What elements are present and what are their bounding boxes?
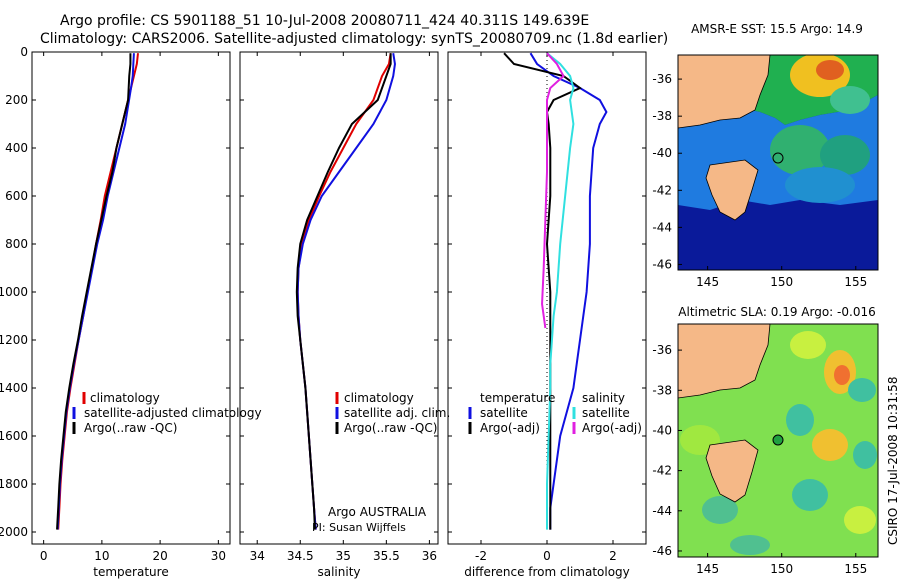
temperature-legend-argo: Argo(..raw -QC) [84,421,177,435]
title-line-2: Climatology: CARS2006. Satellite-adjuste… [40,31,668,47]
salinity-xlabel: salinity [317,565,360,579]
side-timestamp: CSIRO 17-Jul-2008 10:31:58 [886,377,900,545]
sla_map-xtick-label: 150 [770,562,793,576]
sst_map-xtick-label: 145 [696,275,719,289]
temperature-legend-satellite: satellite-adjusted climatology [84,406,262,420]
difference-xtick-label: 2 [609,549,617,563]
sla_map-xtick-label: 155 [844,562,867,576]
sla-map [678,324,878,557]
temperature-legend-climatology: climatology [90,391,160,405]
difference-legend: temperature satellite Argo(-adj) salinit… [468,391,642,435]
temperature-xlabel: temperature [93,565,168,579]
sst_map-xtick-label: 150 [770,275,793,289]
sla_map-ytick-label: -40 [652,423,672,437]
sla_map-ytick-label: -36 [652,343,672,357]
temperature-ytick-label: 2000 [0,525,28,539]
salinity-xtick-label: 36 [422,549,437,563]
sst-map-axes: 145 150 155 -36 -38 -40 -42 -44 -46 [652,72,867,289]
temperature-xtick-label: 30 [211,549,226,563]
temperature-xtick-label: 20 [152,549,167,563]
sst_map-ytick-label: -40 [652,146,672,160]
temperature-ytick-label: 400 [5,141,28,155]
sst_map-ytick-label: -38 [652,109,672,123]
difference-series-temperature-satellite [529,52,608,530]
temperature-xtick-label: 0 [40,549,48,563]
temperature-ytick-label: 1800 [0,477,28,491]
difference-legend-temp-argo: Argo(-adj) [480,421,540,435]
sst_map-ytick-label: -44 [652,220,672,234]
salinity-series-argo-raw-qc- [295,53,392,530]
difference-legend-sal-satellite: satellite [582,406,630,420]
sla_map-ytick-label: -44 [652,504,672,518]
salinity-xtick-label: 35 [336,549,351,563]
temperature-ytick-label: 600 [5,189,28,203]
temperature-ytick-label: 1600 [0,429,28,443]
salinity-xtick-label: 35.5 [373,549,400,563]
difference-xlabel: difference from climatology [464,565,630,579]
difference-series-temperature-argo-adj- [503,52,582,530]
salinity-legend-argo: Argo(..raw -QC) [344,421,437,435]
temperature-legend: climatology satellite-adjusted climatolo… [72,391,262,435]
annotation-line-1: Argo AUSTRALIA [328,505,427,519]
sst_map-ytick-label: -46 [652,257,672,271]
title-line-1: Argo profile: CS 5901188_51 10-Jul-2008 … [60,13,589,29]
salinity-legend-climatology: climatology [344,391,414,405]
difference-legend-temperature-title: temperature [480,391,555,405]
difference-legend-salinity-title: salinity [582,391,625,405]
salinity-legend-satellite: satellite adj. clim. [344,406,450,420]
temperature-ytick-label: 1200 [0,333,28,347]
sla-map-frame [677,323,879,558]
salinity-legend: climatology satellite adj. clim. Argo(..… [335,391,450,435]
temperature-ytick-label: 200 [5,93,28,107]
sla_map-ytick-label: -46 [652,544,672,558]
salinity-xtick-label: 34 [250,549,265,563]
salinity-series-satellite-adj-clim- [296,53,396,530]
sla_map-xtick-label: 145 [696,562,719,576]
temperature-ytick-label: 0 [20,45,28,59]
temperature-ytick-label: 1400 [0,381,28,395]
difference-series-salinity-satellite [546,52,575,530]
sst_map-xtick-label: 155 [844,275,867,289]
temperature-xtick-label: 10 [94,549,109,563]
temperature-ytick-label: 1000 [0,285,28,299]
sst_map-ytick-label: -42 [652,183,672,197]
difference-series-salinity-argo-adj- [541,52,565,329]
sst_map-ytick-label: -36 [652,72,672,86]
temperature-ytick-label: 800 [5,237,28,251]
sst-map-title: AMSR-E SST: 15.5 Argo: 14.9 [691,22,863,36]
difference-legend-sal-argo: Argo(-adj) [582,421,642,435]
temperature-series-argo-raw-qc- [56,53,132,530]
sla-map-title: Altimetric SLA: 0.19 Argo: -0.016 [678,305,875,319]
sla-map-axes: 145 150 155 -36 -38 -40 -42 -44 -46 [652,343,867,576]
sst-map-frame [677,54,879,271]
salinity-plot-frame [239,51,439,545]
salinity-series-climatology [296,53,392,530]
salinity-xtick-label: 34.5 [287,549,314,563]
temperature-plot-frame [31,51,231,545]
sla_map-ytick-label: -42 [652,464,672,478]
annotation-line-2: PI: Susan Wijffels [312,521,406,534]
salinity-panel: 34 34.5 35 35.5 36 [240,51,438,563]
difference-panel: -2 0 2 [448,51,646,563]
sla_map-ytick-label: -38 [652,383,672,397]
temperature-panel: 0 10 20 30 0 200 400 600 800 1000 1200 1400 1600 1800… [0,45,230,563]
difference-xtick-label: 0 [543,549,551,563]
difference-xtick-label: -2 [475,549,487,563]
difference-legend-temp-satellite: satellite [480,406,528,420]
sst-map [678,55,878,270]
